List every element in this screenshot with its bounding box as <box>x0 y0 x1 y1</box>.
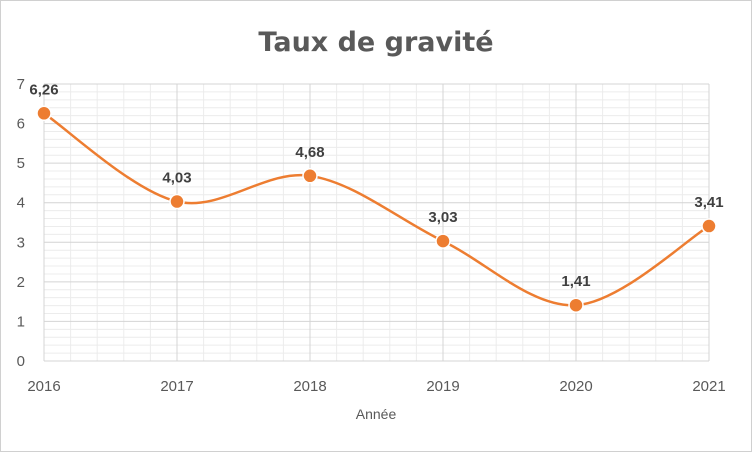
y-tick-label: 5 <box>17 155 25 172</box>
data-label: 3,41 <box>694 194 723 211</box>
y-tick-label: 2 <box>17 274 25 291</box>
x-tick-label: 2017 <box>160 378 193 395</box>
minor-gridlines <box>43 84 710 361</box>
data-label: 3,03 <box>428 209 457 226</box>
data-label: 6,26 <box>29 81 58 98</box>
x-tick-label: 2020 <box>559 378 592 395</box>
y-tick-label: 6 <box>17 116 25 133</box>
data-label: 1,41 <box>561 273 590 290</box>
chart-title: Taux de gravité <box>258 27 493 58</box>
data-label: 4,03 <box>162 170 191 187</box>
major-gridlines <box>43 83 710 362</box>
x-axis-title: Année <box>356 406 397 422</box>
data-points <box>36 105 717 313</box>
data-point <box>568 297 584 313</box>
x-tick-label: 2021 <box>692 378 725 395</box>
data-point <box>169 193 185 210</box>
x-tick-label: 2016 <box>27 378 60 395</box>
x-tick-label: 2019 <box>426 378 459 395</box>
y-tick-label: 4 <box>17 195 25 212</box>
data-point <box>435 233 451 249</box>
y-tick-label: 0 <box>17 353 25 370</box>
y-tick-label: 7 <box>17 76 25 93</box>
y-tick-label: 1 <box>17 313 25 330</box>
data-label: 4,68 <box>295 144 324 161</box>
x-axis-ticks: 2016 2017 2018 2019 2020 2021 <box>27 378 725 395</box>
x-tick-label: 2018 <box>293 378 326 395</box>
data-point <box>701 218 717 234</box>
y-axis-ticks: 0 1 2 3 4 5 6 7 <box>17 76 25 370</box>
data-labels: 6,26 4,03 4,68 3,03 1,41 3,41 <box>29 81 723 290</box>
data-point <box>302 168 318 184</box>
series-line <box>43 112 710 307</box>
y-tick-label: 3 <box>17 234 25 251</box>
data-point <box>36 105 52 122</box>
